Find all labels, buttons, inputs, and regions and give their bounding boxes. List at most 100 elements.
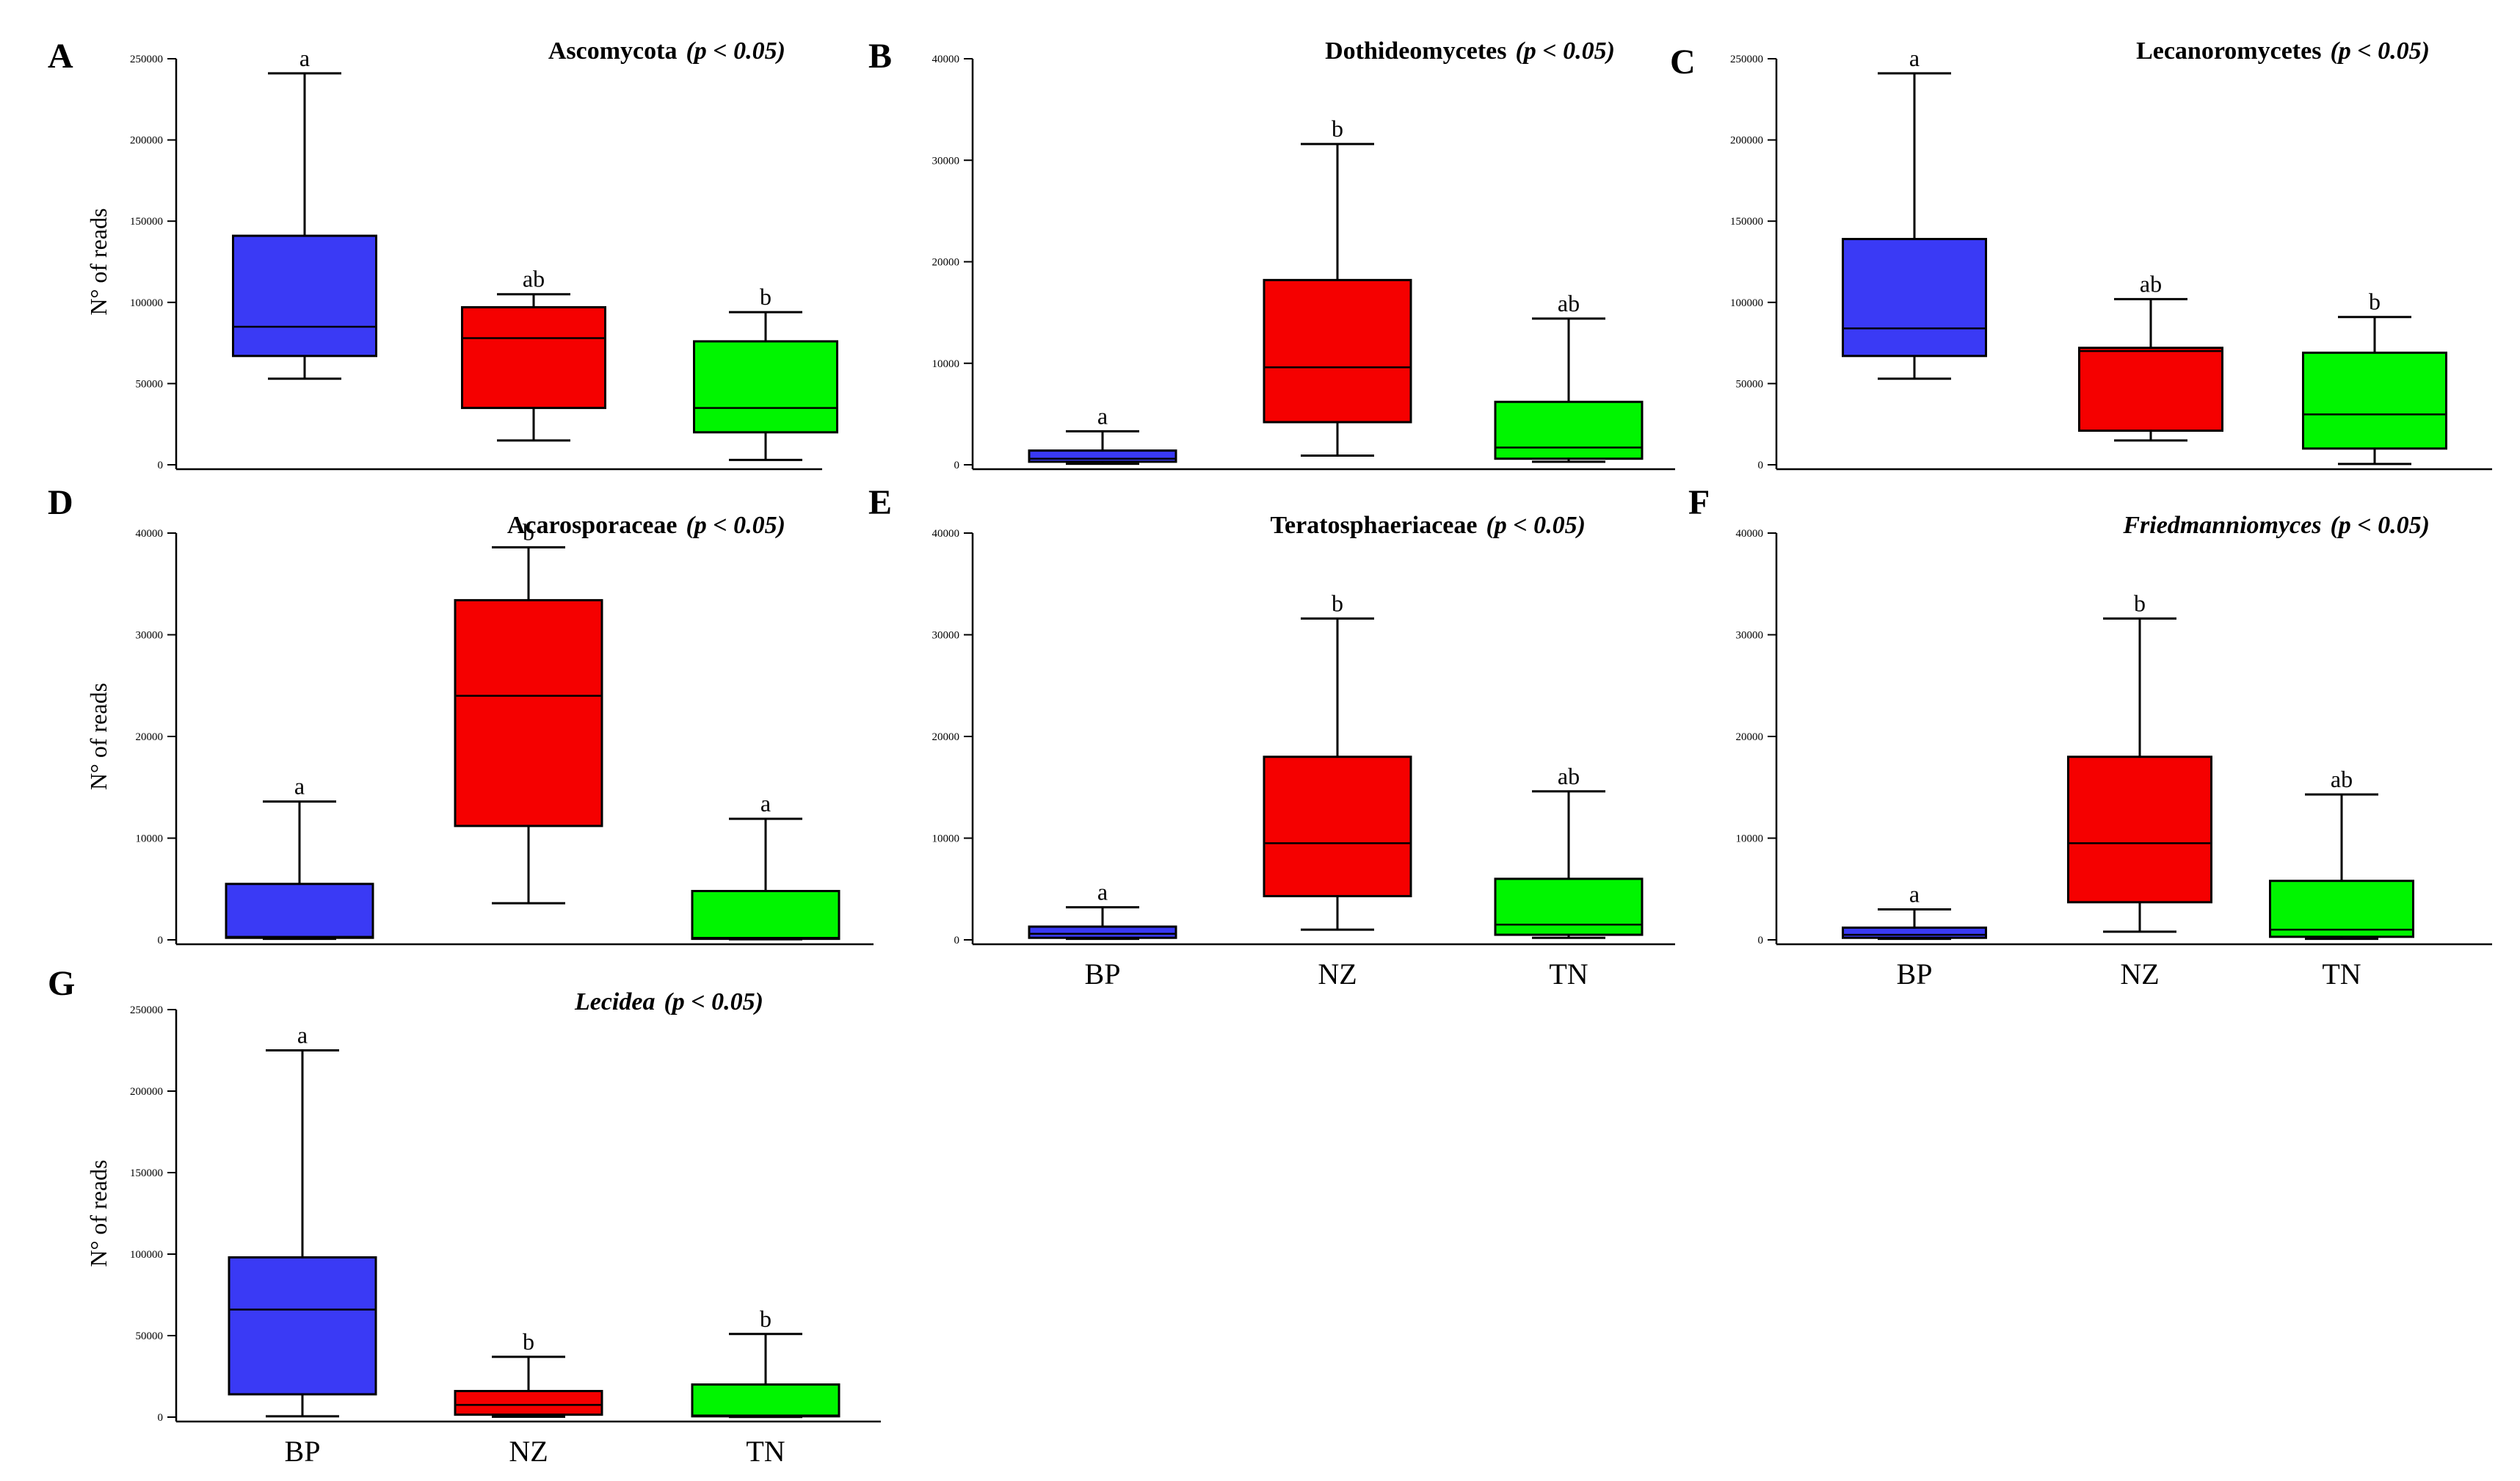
panel-g-y-tick-label: 50000 bbox=[136, 1330, 164, 1342]
panel-a-y-axis-label: N° of reads bbox=[85, 208, 112, 315]
panel-d-y-tick-label: 40000 bbox=[136, 528, 164, 540]
panel-g-y-tick-label: 250000 bbox=[130, 1004, 163, 1016]
panel-d-letter: D bbox=[48, 483, 73, 522]
significance-label: b bbox=[760, 283, 771, 310]
panel-f-box-nz: b bbox=[2067, 590, 2212, 933]
box-iqr bbox=[454, 1389, 603, 1416]
significance-label: ab bbox=[1558, 763, 1580, 789]
panel-f-box-bp: a bbox=[1842, 880, 1987, 941]
panel-f-title-name: Friedmanniomyces bbox=[2122, 512, 2321, 539]
significance-label: b bbox=[523, 518, 534, 545]
box-iqr bbox=[691, 890, 840, 941]
box-iqr bbox=[1028, 925, 1177, 939]
panel-b-y-tick-label: 30000 bbox=[932, 155, 960, 167]
panel-g-x-tick-label: BP bbox=[285, 1435, 321, 1468]
panel-a-title-name: Ascomycota bbox=[548, 37, 678, 65]
panel-g-y-tick-label: 100000 bbox=[130, 1249, 163, 1261]
panel-e-x-tick-label: BP bbox=[1085, 957, 1121, 991]
box-iqr bbox=[2078, 347, 2223, 432]
panel-c-box-tn: b bbox=[2302, 289, 2447, 466]
panel-e-x-tick-label: TN bbox=[1549, 957, 1588, 991]
panel-e-title-pvalue: (p < 0.05) bbox=[1486, 512, 1586, 539]
panel-b-box-tn: ab bbox=[1494, 290, 1644, 463]
panel-b-y-tick-label: 40000 bbox=[932, 54, 960, 65]
significance-label: a bbox=[294, 773, 305, 800]
panel-b-title-name: Dothideomycetes bbox=[1325, 37, 1506, 65]
panel-g-y-axis-label: N° of reads bbox=[85, 1159, 112, 1267]
panel-c-y-tick-label: 0 bbox=[1758, 460, 1764, 471]
panel-d-box-nz: b bbox=[454, 518, 603, 905]
panel-a-title-pvalue: (p < 0.05) bbox=[686, 37, 785, 65]
significance-label: b bbox=[2369, 289, 2381, 315]
panel-e-letter: E bbox=[868, 483, 892, 522]
panel-g: G Lecidea (p < 0.05) 0 50000 100000 150000 2000… bbox=[48, 964, 881, 1468]
panel-f-x-tick-label: NZ bbox=[2120, 957, 2159, 991]
panel-f-box-tn: ab bbox=[2269, 766, 2414, 941]
panel-e-box-nz: b bbox=[1263, 590, 1412, 931]
box-iqr bbox=[1842, 926, 1987, 939]
significance-label: a bbox=[1909, 45, 1920, 71]
box-iqr bbox=[2067, 756, 2212, 904]
panel-g-y-tick-label: 0 bbox=[158, 1412, 164, 1424]
box-iqr bbox=[2302, 351, 2447, 450]
panel-d-title: Acarosporaceae (p < 0.05) bbox=[507, 512, 785, 539]
panel-f-y-tick-label: 30000 bbox=[1736, 630, 1764, 642]
panel-g-x-tick-label: NZ bbox=[509, 1435, 548, 1468]
panel-a-box-tn: b bbox=[693, 283, 838, 461]
panel-g-x-tick-label: TN bbox=[746, 1435, 785, 1468]
panel-c-title-pvalue: (p < 0.05) bbox=[2330, 37, 2430, 65]
panel-f-x-tick-label: BP bbox=[1897, 957, 1933, 991]
panel-e-box-tn: ab bbox=[1494, 763, 1644, 939]
panel-c-y-tick-label: 50000 bbox=[1736, 378, 1764, 390]
box-iqr bbox=[1494, 400, 1644, 460]
panel-d-y-tick-label: 0 bbox=[158, 935, 164, 946]
significance-label: ab bbox=[2140, 270, 2162, 297]
panel-f-title: Friedmanniomyces (p < 0.05) bbox=[2122, 512, 2430, 539]
significance-label: ab bbox=[1558, 290, 1580, 316]
panel-f-y-tick-label: 10000 bbox=[1736, 833, 1764, 845]
panel-a-y-tick-label: 0 bbox=[158, 460, 164, 471]
panel-c-y-tick-label: 100000 bbox=[1730, 297, 1763, 309]
panel-g-title-pvalue: (p < 0.05) bbox=[664, 988, 763, 1015]
panel-f: F Friedmanniomyces (p < 0.05) 0 10000 20000 30… bbox=[1688, 483, 2492, 991]
panel-b-letter: B bbox=[868, 37, 892, 76]
significance-label: a bbox=[297, 1022, 308, 1049]
panel-d-y-axis-label: N° of reads bbox=[85, 683, 112, 790]
panel-e-y-tick-label: 20000 bbox=[932, 731, 960, 743]
panel-a-y-tick-label: 200000 bbox=[130, 135, 163, 147]
panel-c-y-tick-label: 200000 bbox=[1730, 135, 1763, 147]
panel-e-y-tick-label: 30000 bbox=[932, 630, 960, 642]
panel-b-y-tick-label: 10000 bbox=[932, 358, 960, 370]
panel-g-box-nz: b bbox=[454, 1328, 603, 1419]
panel-e-y-tick-label: 40000 bbox=[932, 528, 960, 540]
panel-f-y-tick-label: 40000 bbox=[1736, 528, 1764, 540]
significance-label: b bbox=[760, 1306, 771, 1332]
panel-b: B Dothideomycetes (p < 0.05) 0 10000 20000 300… bbox=[868, 37, 1675, 471]
panel-f-y-tick-label: 0 bbox=[1758, 935, 1764, 946]
panel-g-box-bp: a bbox=[228, 1022, 377, 1418]
significance-label: a bbox=[760, 790, 771, 816]
box-iqr bbox=[691, 1383, 840, 1418]
panel-a-box-nz: ab bbox=[461, 266, 606, 442]
box-iqr bbox=[1263, 278, 1412, 424]
box-iqr bbox=[1028, 449, 1177, 463]
panel-d-box-bp: a bbox=[225, 773, 374, 941]
panel-a-box-bp: a bbox=[232, 45, 377, 380]
panel-g-y-tick-label: 200000 bbox=[130, 1086, 163, 1098]
panel-g-title-name: Lecidea bbox=[574, 988, 656, 1015]
significance-label: ab bbox=[2331, 766, 2353, 792]
panel-a-y-tick-label: 100000 bbox=[130, 297, 163, 309]
panel-c-box-nz: ab bbox=[2078, 270, 2223, 442]
panel-f-y-tick-label: 20000 bbox=[1736, 731, 1764, 743]
box-iqr bbox=[693, 340, 838, 434]
panel-b-title-pvalue: (p < 0.05) bbox=[1515, 37, 1615, 65]
panel-c-title-name: Lecanoromycetes bbox=[2136, 37, 2321, 65]
panel-b-box-nz: b bbox=[1263, 115, 1412, 457]
panel-d-y-tick-label: 10000 bbox=[136, 833, 164, 845]
panel-d-box-tn: a bbox=[691, 790, 840, 941]
significance-label: b bbox=[1332, 590, 1343, 616]
panel-e-title-name: Teratosphaeriaceae bbox=[1270, 512, 1477, 539]
significance-label: a bbox=[1909, 880, 1920, 907]
panel-a-letter: A bbox=[48, 37, 73, 76]
box-iqr bbox=[228, 1256, 377, 1396]
